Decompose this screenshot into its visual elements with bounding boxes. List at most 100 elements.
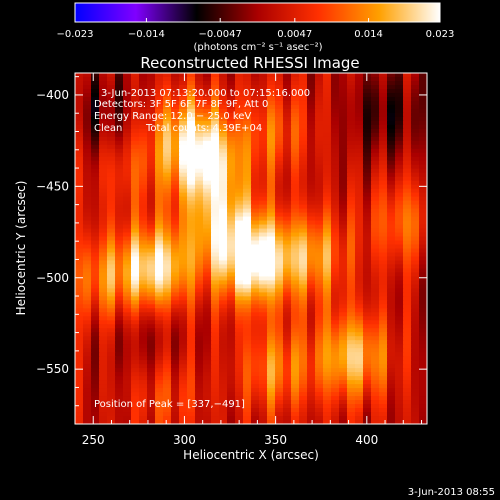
- heatmap-cell: [123, 352, 132, 357]
- heatmap-cell: [251, 396, 260, 401]
- heatmap-cell: [211, 200, 220, 206]
- heatmap-cell: [275, 372, 284, 377]
- heatmap-cell: [115, 188, 124, 194]
- heatmap-cell: [91, 384, 100, 389]
- heatmap-cell: [371, 236, 380, 242]
- heatmap-cell: [243, 180, 252, 186]
- heatmap-cell: [267, 100, 276, 106]
- heatmap-cell: [339, 232, 348, 238]
- heatmap-cell: [187, 316, 196, 321]
- heatmap-cell: [283, 376, 292, 381]
- heatmap-cell: [291, 120, 300, 126]
- heatmap-cell: [339, 216, 348, 222]
- heatmap-cell: [187, 276, 196, 282]
- heatmap-cell: [115, 152, 124, 158]
- heatmap-cell: [355, 164, 364, 170]
- heatmap-cell: [179, 256, 188, 262]
- heatmap-cell: [331, 204, 340, 210]
- heatmap-cell: [331, 312, 340, 317]
- heatmap-cell: [83, 140, 92, 146]
- heatmap-cell: [235, 408, 244, 413]
- heatmap-cell: [387, 140, 396, 146]
- heatmap-cell: [131, 328, 140, 333]
- heatmap-cell: [331, 140, 340, 146]
- heatmap-cell: [395, 380, 404, 385]
- heatmap-cell: [259, 296, 268, 301]
- heatmap-cell: [179, 332, 188, 337]
- heatmap-cell: [171, 216, 180, 222]
- heatmap-cell: [235, 280, 244, 285]
- heatmap-cell: [147, 312, 156, 317]
- heatmap-cell: [331, 404, 340, 409]
- heatmap-cell: [99, 392, 108, 397]
- heatmap-cell: [275, 164, 284, 170]
- heatmap-cell: [243, 332, 252, 337]
- heatmap-cell: [147, 264, 156, 270]
- heatmap-cell: [347, 244, 356, 250]
- heatmap-cell: [75, 416, 84, 421]
- heatmap-cell: [187, 148, 196, 154]
- heatmap-cell: [91, 73, 100, 78]
- heatmap-cell: [107, 84, 116, 90]
- heatmap-cell: [395, 404, 404, 409]
- heatmap-cell: [299, 276, 308, 282]
- heatmap-cell: [131, 376, 140, 381]
- heatmap-cell: [259, 92, 268, 98]
- heatmap-cell: [395, 80, 404, 86]
- heatmap-cell: [403, 324, 412, 329]
- heatmap-cell: [203, 160, 212, 166]
- heatmap-cell: [339, 100, 348, 106]
- heatmap-cell: [163, 312, 172, 317]
- heatmap-cell: [75, 392, 84, 397]
- heatmap-cell: [347, 396, 356, 401]
- heatmap-cell: [323, 280, 332, 285]
- heatmap-cell: [211, 112, 220, 118]
- heatmap-cell: [227, 200, 236, 206]
- heatmap-cell: [203, 388, 212, 393]
- heatmap-cell: [299, 168, 308, 174]
- heatmap-cell: [75, 404, 84, 409]
- heatmap-cell: [371, 300, 380, 305]
- heatmap-cell: [107, 288, 116, 293]
- heatmap-cell: [259, 164, 268, 170]
- heatmap-cell: [379, 120, 388, 126]
- heatmap-cell: [171, 240, 180, 246]
- heatmap-cell: [139, 284, 148, 289]
- heatmap-cell: [187, 100, 196, 106]
- heatmap-cell: [131, 236, 140, 242]
- heatmap-cell: [179, 248, 188, 254]
- heatmap-cell: [299, 144, 308, 150]
- heatmap-cell: [419, 272, 427, 278]
- colorbar: −0.023 −0.014 −0.0047 0.0047 0.014 0.023 (pho…: [56, 2, 454, 53]
- heatmap-cell: [75, 336, 84, 341]
- heatmap-cell: [147, 96, 156, 102]
- heatmap-cell: [371, 328, 380, 333]
- heatmap-cell: [339, 140, 348, 146]
- heatmap-cell: [211, 356, 220, 361]
- heatmap-cell: [315, 136, 324, 142]
- heatmap-cell: [299, 248, 308, 254]
- heatmap-cell: [219, 244, 228, 250]
- heatmap-cell: [251, 252, 260, 258]
- heatmap-cell: [339, 204, 348, 210]
- heatmap-cell: [387, 408, 396, 413]
- heatmap-cell: [331, 332, 340, 337]
- heatmap-cell: [195, 252, 204, 258]
- heatmap-cell: [291, 136, 300, 142]
- heatmap-cell: [307, 416, 316, 421]
- heatmap-cell: [315, 208, 324, 214]
- heatmap-cell: [75, 156, 84, 162]
- heatmap-cell: [347, 332, 356, 337]
- heatmap-cell: [243, 264, 252, 270]
- heatmap-cell: [235, 332, 244, 337]
- heatmap-cell: [251, 248, 260, 254]
- heatmap-cell: [123, 320, 132, 325]
- heatmap-cell: [115, 420, 124, 424]
- heatmap-cell: [171, 316, 180, 321]
- heatmap-cell: [259, 384, 268, 389]
- heatmap-cell: [315, 344, 324, 349]
- heatmap-cell: [235, 132, 244, 138]
- heatmap-cell: [283, 308, 292, 313]
- heatmap-cell: [395, 216, 404, 222]
- heatmap-cell: [283, 380, 292, 385]
